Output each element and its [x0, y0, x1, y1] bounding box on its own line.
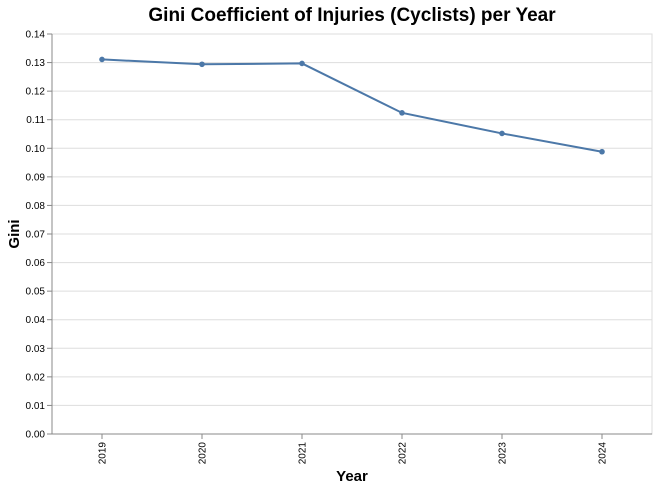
y-tick-label: 0.10	[26, 144, 46, 155]
y-tick-label: 0.08	[26, 201, 46, 212]
y-tick-label: 0.09	[26, 172, 46, 183]
y-tick-label: 0.12	[26, 87, 46, 98]
x-tick-label: 2024	[598, 442, 609, 465]
data-point-2023[interactable]	[499, 130, 505, 137]
y-tick-label: 0.06	[26, 258, 46, 269]
y-tick-label: 0.04	[26, 315, 46, 326]
chart-title: Gini Coefficient of Injuries (Cyclists) …	[148, 5, 556, 26]
y-tick-label: 0.14	[26, 30, 46, 41]
y-tick-label: 0.02	[26, 372, 46, 383]
y-tick-label: 0.03	[26, 344, 46, 355]
data-point-2024[interactable]	[599, 148, 605, 155]
y-tick-label: 0.13	[26, 58, 46, 69]
data-point-2020[interactable]	[199, 61, 205, 68]
x-tick-label: 2023	[498, 442, 509, 465]
x-tick-label: 2020	[198, 442, 209, 465]
x-tick-label: 2022	[398, 442, 409, 465]
data-point-2019[interactable]	[99, 56, 105, 63]
data-point-2021[interactable]	[299, 60, 305, 67]
x-tick-label: 2021	[298, 442, 309, 465]
y-axis-title: Gini	[6, 219, 23, 248]
data-point-2022[interactable]	[399, 110, 405, 116]
y-tick-label: 0.05	[26, 287, 46, 298]
y-tick-label: 0.01	[26, 401, 46, 412]
x-axis-title: Year	[336, 468, 368, 485]
y-tick-label: 0.07	[26, 230, 46, 241]
series-line	[101, 58, 603, 153]
y-tick-label: 0.11	[26, 115, 45, 126]
y-tick-label: 0.00	[26, 430, 46, 441]
axes: 0.00 0.01 0.02 0.03 0.04 0.05 0.06 0.07 0.08 0.09…	[26, 30, 652, 465]
series	[99, 56, 605, 155]
x-tick-label: 2019	[98, 442, 109, 465]
gridlines	[51, 33, 653, 435]
